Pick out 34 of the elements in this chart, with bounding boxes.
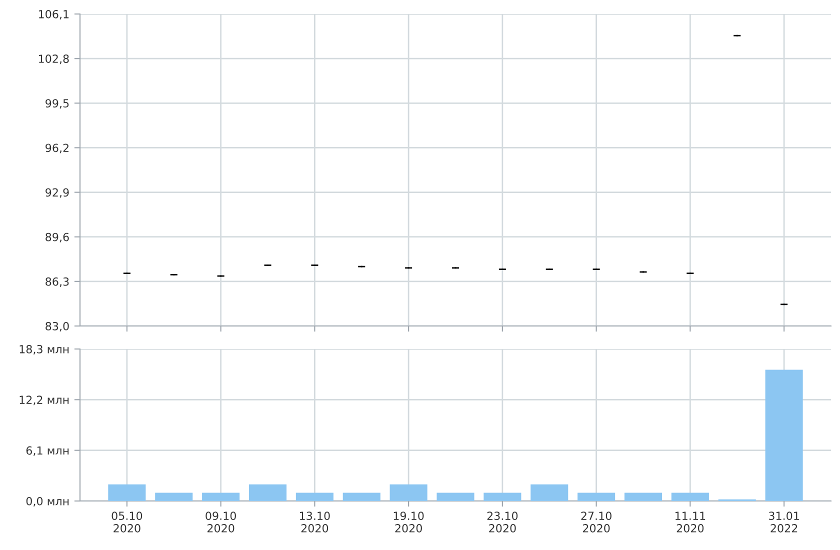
bar [342,492,380,501]
bar [248,484,287,501]
bar [155,492,193,501]
bar [578,492,616,501]
y-tick-label: 18,3 млн [20,344,69,355]
bar [530,484,568,501]
x-tick-label: 23.10 2020 [487,512,518,532]
x-tick-label: 19.10 2020 [394,512,424,532]
y-tick-label: 89,6 [46,232,69,242]
bar [296,492,334,501]
x-tick-label: 27.10 2020 [581,512,612,532]
bar [202,492,240,501]
x-tick-label: 11.11 2020 [676,512,706,532]
bar [671,492,709,501]
y-tick-label: 96,2 [46,144,68,154]
y-tick-label: 102,8 [38,54,69,64]
y-tick-label: 6,1 млн [26,446,69,456]
bar [765,370,803,501]
y-tick-label: 0,0 млн [26,496,69,507]
x-tick-label: 31.01 2022 [769,512,799,532]
bar [436,492,474,501]
y-tick-label: 86,3 [46,277,69,287]
y-tick-label: 106,1 [38,10,69,20]
bar [624,492,662,501]
bar [108,484,146,501]
bar [484,492,522,501]
y-tick-label: 92,9 [46,188,69,198]
y-tick-label: 99,5 [46,99,69,109]
bar [390,484,428,501]
y-tick-label: 83,0 [46,322,69,332]
y-tick-label: 12,2 млн [20,396,69,406]
x-tick-label: 05.10 2020 [112,512,142,532]
x-tick-label: 13.10 2020 [300,512,330,532]
x-tick-label: 09.10 2020 [206,512,236,532]
